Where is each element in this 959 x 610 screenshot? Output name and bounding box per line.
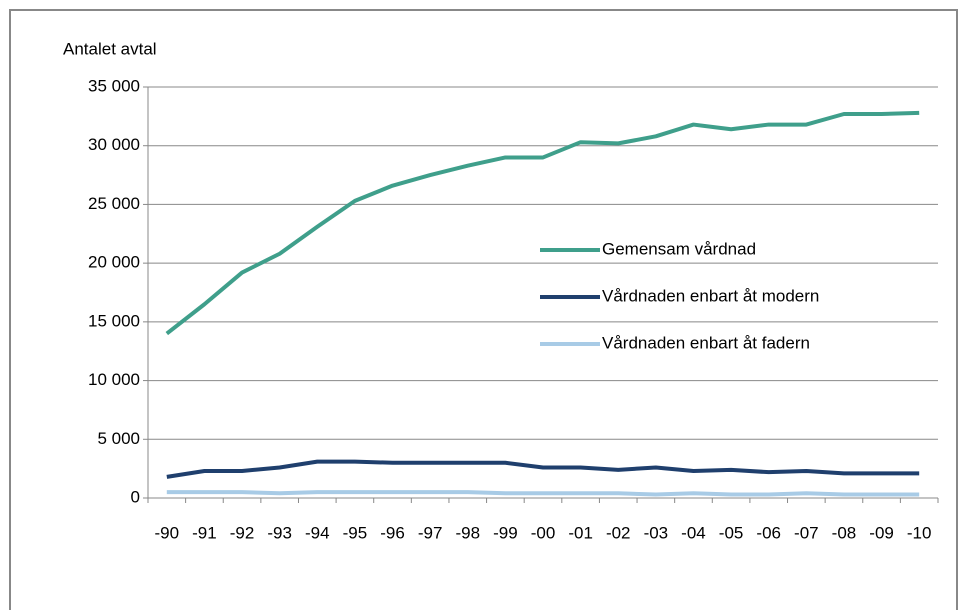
chart-frame — [9, 9, 958, 610]
x-tick-label: -10 — [907, 523, 932, 542]
legend-label: Gemensam vårdnad — [602, 239, 756, 258]
x-tick-label: -04 — [681, 523, 706, 542]
x-tick-label: -91 — [192, 523, 217, 542]
x-tick-label: -94 — [305, 523, 330, 542]
x-tick-label: -90 — [155, 523, 180, 542]
x-tick-label: -05 — [719, 523, 744, 542]
x-tick-label: -97 — [418, 523, 443, 542]
x-tick-label: -02 — [606, 523, 631, 542]
x-tick-label: -03 — [644, 523, 669, 542]
x-tick-label: -07 — [794, 523, 819, 542]
x-tick-label: -93 — [267, 523, 292, 542]
legend-label: Vårdnaden enbart åt modern — [602, 286, 819, 305]
x-tick-label: -92 — [230, 523, 255, 542]
x-tick-label: -08 — [832, 523, 857, 542]
x-tick-label: -09 — [869, 523, 894, 542]
y-tick-label: 5 000 — [97, 429, 140, 448]
x-tick-label: -98 — [455, 523, 480, 542]
series-line — [166, 459, 920, 479]
y-axis-label: Antalet avtal — [63, 39, 157, 58]
series-line — [165, 110, 920, 336]
y-tick-label: 15 000 — [88, 311, 140, 330]
series-line — [166, 490, 920, 497]
y-tick-label: 0 — [131, 487, 140, 506]
y-tick-label: 35 000 — [88, 76, 140, 95]
x-tick-label: -99 — [493, 523, 518, 542]
legend-label: Vårdnaden enbart åt fadern — [602, 333, 810, 352]
x-tick-label: -96 — [380, 523, 405, 542]
x-tick-label: -95 — [343, 523, 368, 542]
y-tick-label: 20 000 — [88, 253, 140, 272]
y-tick-label: 10 000 — [88, 370, 140, 389]
x-tick-label: -00 — [531, 523, 556, 542]
x-tick-label: -01 — [568, 523, 593, 542]
y-tick-label: 30 000 — [88, 135, 140, 154]
y-tick-label: 25 000 — [88, 194, 140, 213]
x-tick-label: -06 — [756, 523, 781, 542]
